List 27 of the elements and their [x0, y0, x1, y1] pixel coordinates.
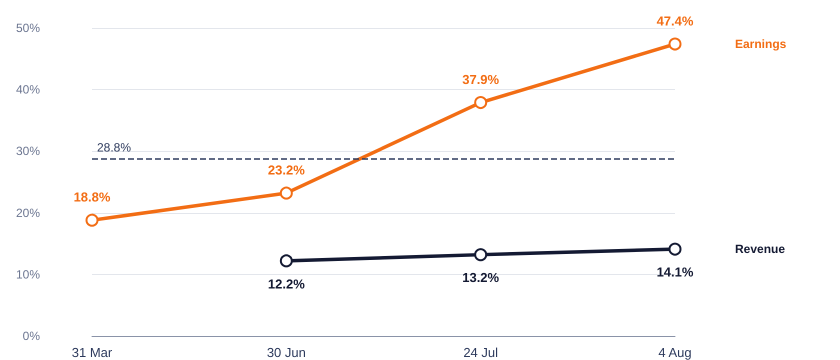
ref-line-label: 28.8% [97, 140, 132, 155]
data-label: 37.9% [462, 72, 500, 88]
text: Earnings [735, 37, 787, 52]
point [474, 96, 488, 110]
y-tick-label: 50% [16, 21, 40, 35]
x-tick-label: 31 Mar [72, 345, 113, 360]
point [668, 242, 682, 256]
data-label: 18.8% [74, 190, 111, 205]
x-tick-label: 24 Jul [463, 345, 498, 360]
data-label: 23.2% [268, 162, 306, 178]
point [668, 38, 682, 51]
data-label: 47.4% [656, 14, 694, 29]
x-tick-label: 30 Jun [266, 345, 306, 360]
x-tick-label: 4 Aug [658, 345, 692, 360]
y-tick-label: 10% [16, 267, 40, 282]
point [86, 214, 98, 227]
data-label: 13.2% [462, 270, 500, 286]
data-label: 12.2% [268, 276, 306, 292]
y-tick-label: 0% [22, 329, 40, 343]
data-label: 14.1% [656, 264, 694, 280]
point [474, 248, 488, 262]
text: Revenue [735, 242, 786, 256]
y-tick-label: 30% [16, 144, 40, 158]
y-tick-label: 20% [16, 206, 40, 220]
y-tick-label: 40% [16, 82, 40, 97]
point [280, 186, 293, 200]
point [280, 254, 293, 268]
